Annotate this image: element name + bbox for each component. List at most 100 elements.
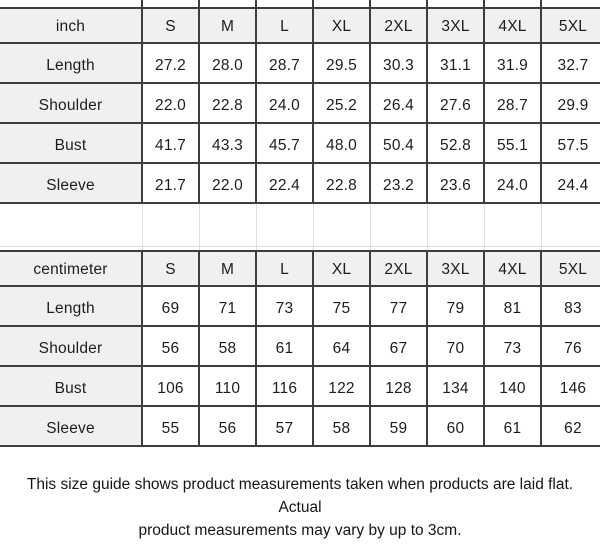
measurement-value: 83 xyxy=(542,287,600,325)
table-gap xyxy=(0,204,600,250)
measurement-row-label: Length xyxy=(0,44,143,82)
grid-line-cell xyxy=(143,204,200,250)
measurement-value: 41.7 xyxy=(143,124,200,162)
size-column-header: 4XL xyxy=(485,9,542,42)
measurement-row-label: Length xyxy=(0,287,143,325)
measurement-value: 25.2 xyxy=(314,84,371,122)
measurement-value: 57.5 xyxy=(542,124,600,162)
measurement-value: 61 xyxy=(257,327,314,365)
grid-line-cell xyxy=(371,204,428,250)
table-row: Sleeve 55 56 57 58 59 60 61 62 xyxy=(0,407,600,447)
measurement-value: 26.4 xyxy=(371,84,428,122)
grid-line-cell xyxy=(428,204,485,250)
measurement-value: 134 xyxy=(428,367,485,405)
size-column-header: M xyxy=(200,252,257,285)
measurement-value: 140 xyxy=(485,367,542,405)
grid-line-cell xyxy=(200,204,257,250)
measurement-value: 61 xyxy=(485,407,542,445)
size-column-header: S xyxy=(143,252,200,285)
measurement-value: 22.0 xyxy=(200,164,257,202)
measurement-value: 29.9 xyxy=(542,84,600,122)
size-column-header: L xyxy=(257,252,314,285)
measurement-value: 24.4 xyxy=(542,164,600,202)
measurement-value: 31.1 xyxy=(428,44,485,82)
measurement-value: 23.6 xyxy=(428,164,485,202)
grid-line-cell xyxy=(428,0,485,7)
measurement-value: 27.6 xyxy=(428,84,485,122)
size-column-header: 3XL xyxy=(428,9,485,42)
measurement-value: 48.0 xyxy=(314,124,371,162)
measurement-value: 21.7 xyxy=(143,164,200,202)
grid-line-cell xyxy=(542,0,600,7)
measurement-value: 45.7 xyxy=(257,124,314,162)
table-header-row: centimeter S M L XL 2XL 3XL 4XL 5XL xyxy=(0,252,600,287)
measurement-value: 81 xyxy=(485,287,542,325)
measurement-value: 75 xyxy=(314,287,371,325)
measurement-value: 24.0 xyxy=(485,164,542,202)
measurement-value: 24.0 xyxy=(257,84,314,122)
measurement-value: 73 xyxy=(257,287,314,325)
grid-line-cell xyxy=(200,0,257,7)
measurement-value: 73 xyxy=(485,327,542,365)
measurement-value: 22.8 xyxy=(314,164,371,202)
measurement-value: 30.3 xyxy=(371,44,428,82)
measurement-value: 58 xyxy=(314,407,371,445)
measurement-value: 116 xyxy=(257,367,314,405)
grid-line-cell xyxy=(0,0,143,7)
size-table-inch: inch S M L XL 2XL 3XL 4XL 5XL Length 27.2 28.0 28.7 2… xyxy=(0,7,600,204)
measurement-value: 59 xyxy=(371,407,428,445)
measurement-value: 60 xyxy=(428,407,485,445)
measurement-value: 50.4 xyxy=(371,124,428,162)
size-column-header: XL xyxy=(314,9,371,42)
table-row: Length 69 71 73 75 77 79 81 83 xyxy=(0,287,600,327)
measurement-value: 58 xyxy=(200,327,257,365)
faint-gridline xyxy=(0,246,600,247)
measurement-value: 69 xyxy=(143,287,200,325)
measurement-value: 77 xyxy=(371,287,428,325)
measurement-value: 22.0 xyxy=(143,84,200,122)
table-row: Length 27.2 28.0 28.7 29.5 30.3 31.1 31.9 32.7 xyxy=(0,44,600,84)
grid-line-cell xyxy=(0,204,143,250)
measurement-value: 62 xyxy=(542,407,600,445)
measurement-value: 55 xyxy=(143,407,200,445)
size-table-centimeter: centimeter S M L XL 2XL 3XL 4XL 5XL Length 69 71 73 7… xyxy=(0,250,600,447)
grid-line-cell xyxy=(485,204,542,250)
measurement-row-label: Shoulder xyxy=(0,327,143,365)
size-column-header: M xyxy=(200,9,257,42)
measurement-value: 122 xyxy=(314,367,371,405)
measurement-value: 56 xyxy=(200,407,257,445)
table-row: Sleeve 21.7 22.0 22.4 22.8 23.2 23.6 24.0 24.4 xyxy=(0,164,600,204)
size-column-header: 4XL xyxy=(485,252,542,285)
measurement-value: 71 xyxy=(200,287,257,325)
grid-line-cell xyxy=(314,204,371,250)
measurement-value: 67 xyxy=(371,327,428,365)
size-column-header: 5XL xyxy=(542,252,600,285)
measurement-value: 32.7 xyxy=(542,44,600,82)
measurement-value: 79 xyxy=(428,287,485,325)
size-column-header: 2XL xyxy=(371,9,428,42)
size-guide-note: This size guide shows product measuremen… xyxy=(10,473,590,542)
measurement-value: 27.2 xyxy=(143,44,200,82)
grid-line-cell xyxy=(371,0,428,7)
measurement-value: 22.8 xyxy=(200,84,257,122)
grid-line-cell xyxy=(257,204,314,250)
grid-line-cell xyxy=(143,0,200,7)
unit-header: centimeter xyxy=(0,252,143,285)
measurement-row-label: Shoulder xyxy=(0,84,143,122)
size-column-header: XL xyxy=(314,252,371,285)
measurement-value: 23.2 xyxy=(371,164,428,202)
measurement-value: 29.5 xyxy=(314,44,371,82)
grid-line-cell xyxy=(314,0,371,7)
measurement-value: 55.1 xyxy=(485,124,542,162)
measurement-value: 31.9 xyxy=(485,44,542,82)
measurement-value: 56 xyxy=(143,327,200,365)
measurement-value: 70 xyxy=(428,327,485,365)
grid-line-cell xyxy=(542,204,600,250)
size-column-header: L xyxy=(257,9,314,42)
measurement-value: 43.3 xyxy=(200,124,257,162)
measurement-value: 22.4 xyxy=(257,164,314,202)
note-line-1: This size guide shows product measuremen… xyxy=(26,476,574,516)
measurement-value: 146 xyxy=(542,367,600,405)
measurement-row-label: Bust xyxy=(0,367,143,405)
